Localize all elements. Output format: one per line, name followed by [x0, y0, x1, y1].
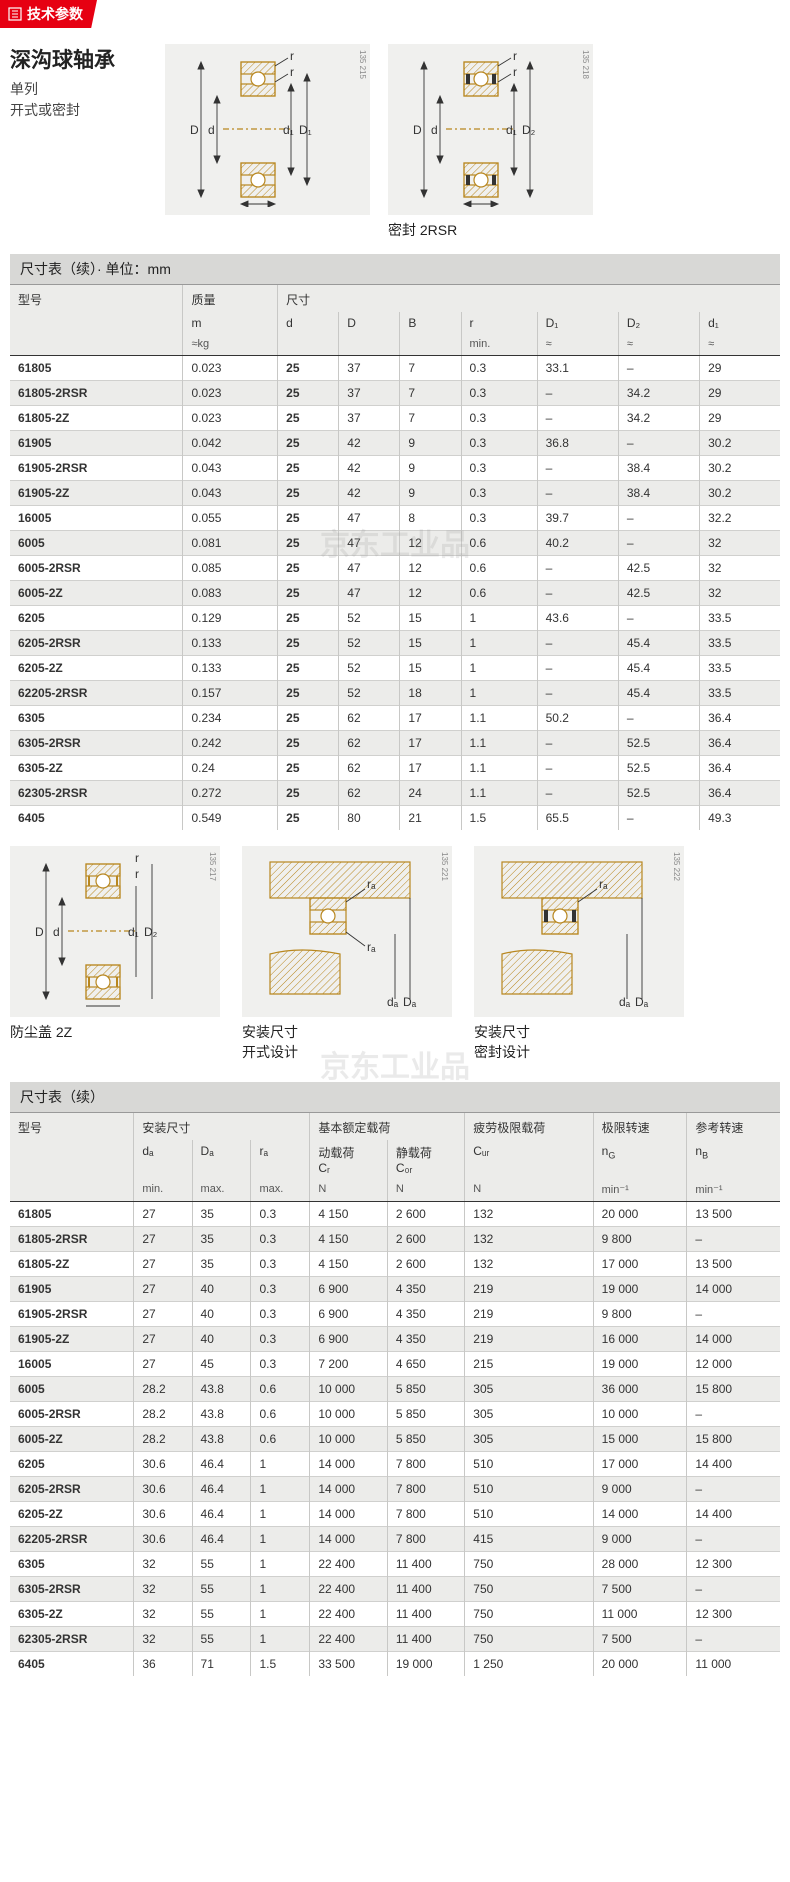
header-label: 技术参数	[27, 4, 83, 24]
table-row: 6005-2RSR0.0852547120.6–42.532	[10, 556, 780, 581]
svg-text:D₂: D₂	[144, 925, 158, 939]
diagram-label-install-open: 安装尺寸 开式设计	[242, 1022, 452, 1062]
table-row: 61805-2RSR27350.34 1502 6001329 800–	[10, 1227, 780, 1252]
table2-title: 尺寸表（续）	[10, 1082, 780, 1113]
table-row: 600528.243.80.610 0005 85030536 00015 80…	[10, 1377, 780, 1402]
table1-title: 尺寸表（续）· 单位：mm	[10, 254, 780, 285]
svg-text:d: d	[53, 925, 60, 939]
table-row: 160050.055254780.339.7–32.2	[10, 506, 780, 531]
table-row: 61805-2Z0.023253770.3–34.229	[10, 406, 780, 431]
diagram-install-open: 135 221 rₐrₐdₐDₐ	[242, 846, 452, 1017]
section-header: 技术参数	[0, 0, 97, 28]
svg-text:D: D	[35, 925, 44, 939]
table-row: 6180527350.34 1502 60013220 00013 500	[10, 1202, 780, 1227]
svg-text:r: r	[135, 867, 139, 881]
subtitle1: 单列	[10, 79, 135, 100]
table-row: 64050.5492580211.565.5–49.3	[10, 806, 780, 831]
table-row: 62205-2RSR30.646.4114 0007 8004159 000–	[10, 1527, 780, 1552]
svg-text:d₁: d₁	[128, 925, 139, 939]
diagram-sealed: 135 218 Dd d₁D₂	[388, 44, 593, 215]
diagram-label-install-sealed: 安装尺寸 密封设计	[474, 1022, 684, 1062]
table-row: 63053255122 40011 40075028 00012 300	[10, 1552, 780, 1577]
table-row: 6305-2RSR0.2422562171.1–52.536.4	[10, 731, 780, 756]
table-row: 640536711.533 50019 0001 25020 00011 000	[10, 1652, 780, 1677]
table-row: 63050.2342562171.150.2–36.4	[10, 706, 780, 731]
svg-text:D: D	[413, 123, 422, 137]
table-row: 6305-2Z0.242562171.1–52.536.4	[10, 756, 780, 781]
diagram-dust: 135 217 Ddd₁D₂Brr	[10, 846, 220, 1017]
svg-text:rₐ: rₐ	[367, 940, 376, 954]
dimensions-table: 型号 质量 尺寸 m d D B r D₁ D₂ d₁ ≈kg min. ≈ ≈…	[10, 285, 780, 830]
table-row: 61905-2RSR0.043254290.3–38.430.2	[10, 456, 780, 481]
table-row: 61905-2RSR27400.36 9004 3502199 800–	[10, 1302, 780, 1327]
svg-text:dₐ: dₐ	[619, 995, 631, 1009]
table-row: 6205-2RSR0.1332552151–45.433.5	[10, 631, 780, 656]
table-row: 62305-2RSR0.2722562241.1–52.536.4	[10, 781, 780, 806]
table-row: 60050.0812547120.640.2–32	[10, 531, 780, 556]
svg-text:rₐ: rₐ	[599, 877, 608, 891]
table-row: 6205-2RSR30.646.4114 0007 8005109 000–	[10, 1477, 780, 1502]
table-row: 1600527450.37 2004 65021519 00012 000	[10, 1352, 780, 1377]
page-title: 深沟球轴承	[10, 44, 135, 74]
diagram-install-sealed: 135 222 rₐdₐDₐ	[474, 846, 684, 1017]
svg-text:dₐ: dₐ	[387, 995, 399, 1009]
subtitle2: 开式或密封	[10, 100, 135, 121]
svg-text:r: r	[290, 65, 294, 79]
table-row: 6205-2Z30.646.4114 0007 80051014 00014 4…	[10, 1502, 780, 1527]
table-row: 619050.042254290.336.8–30.2	[10, 431, 780, 456]
title-block: 深沟球轴承 单列 开式或密封	[10, 44, 135, 121]
svg-text:D₁: D₁	[299, 123, 312, 137]
diagram-open: 135 215 Dd d₁D₁ B rr	[165, 44, 370, 215]
table-row: 6005-2Z0.0832547120.6–42.532	[10, 581, 780, 606]
diagram-label-dust: 防尘盖 2Z	[10, 1022, 220, 1042]
svg-text:r: r	[513, 52, 517, 63]
load-table: 型号 安装尺寸 基本额定载荷 疲劳极限载荷 极限转速 参考转速 dₐ Dₐ rₐ…	[10, 1113, 780, 1676]
svg-text:r: r	[513, 65, 517, 79]
svg-text:B: B	[98, 1007, 106, 1009]
svg-text:d₁: d₁	[283, 123, 294, 137]
table-row: 618050.023253770.333.1–29	[10, 356, 780, 381]
table-row: 6305-2Z3255122 40011 40075011 00012 300	[10, 1602, 780, 1627]
table-row: 6305-2RSR3255122 40011 4007507 500–	[10, 1577, 780, 1602]
diagram-label-sealed: 密封 2RSR	[388, 220, 593, 240]
svg-text:r: r	[135, 854, 139, 865]
table-row: 620530.646.4114 0007 80051017 00014 400	[10, 1452, 780, 1477]
svg-text:rₐ: rₐ	[367, 877, 376, 891]
svg-text:d₁: d₁	[506, 123, 517, 137]
svg-text:D₂: D₂	[522, 123, 536, 137]
table-row: 61905-2Z0.043254290.3–38.430.2	[10, 481, 780, 506]
table-row: 61805-2RSR0.023253770.3–34.229	[10, 381, 780, 406]
table-row: 62050.129255215143.6–33.5	[10, 606, 780, 631]
svg-text:Dₐ: Dₐ	[403, 995, 417, 1009]
table-row: 61905-2Z27400.36 9004 35021916 00014 000	[10, 1327, 780, 1352]
svg-text:D: D	[190, 123, 199, 137]
svg-text:Dₐ: Dₐ	[635, 995, 649, 1009]
table-row: 6190527400.36 9004 35021919 00014 000	[10, 1277, 780, 1302]
table-row: 62305-2RSR3255122 40011 4007507 500–	[10, 1627, 780, 1652]
svg-text:d: d	[431, 123, 438, 137]
table-row: 6005-2RSR28.243.80.610 0005 85030510 000…	[10, 1402, 780, 1427]
table-row: 6205-2Z0.1332552151–45.433.5	[10, 656, 780, 681]
table-row: 62205-2RSR0.1572552181–45.433.5	[10, 681, 780, 706]
svg-text:r: r	[290, 52, 294, 63]
doc-icon	[8, 7, 22, 21]
table-row: 6005-2Z28.243.80.610 0005 85030515 00015…	[10, 1427, 780, 1452]
table-row: 61805-2Z27350.34 1502 60013217 00013 500	[10, 1252, 780, 1277]
svg-text:d: d	[208, 123, 215, 137]
